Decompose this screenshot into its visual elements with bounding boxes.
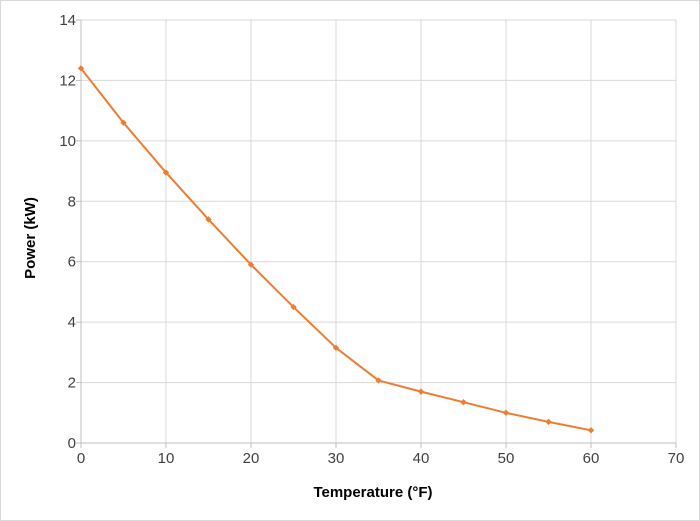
y-tick-label: 6: [68, 254, 76, 271]
x-tick-label: 70: [668, 450, 685, 467]
data-point-marker: [162, 169, 170, 176]
y-tick-label: 12: [59, 72, 76, 89]
data-point-marker: [290, 303, 297, 311]
y-tick-label: 0: [68, 435, 76, 452]
data-point-marker: [587, 427, 595, 434]
x-tick-label: 10: [158, 450, 175, 467]
data-point-marker: [460, 399, 467, 406]
series-layer: [77, 65, 595, 434]
y-axis-title: Power (kW): [22, 197, 39, 279]
y-tick-label: 10: [59, 133, 76, 150]
data-point-marker: [332, 344, 340, 352]
data-point-marker: [247, 261, 255, 268]
axes: [76, 19, 677, 448]
tick-labels: 0 10 20 30 40 50 60 70 0 2 4 6 8 10 12 14: [59, 12, 684, 467]
x-tick-label: 0: [77, 450, 85, 467]
y-tick-label: 4: [68, 314, 76, 331]
x-tick-label: 30: [328, 450, 345, 467]
data-point-marker: [205, 216, 212, 223]
x-tick-label: 20: [243, 450, 260, 467]
gridlines: [81, 19, 677, 443]
y-tick-label: 14: [59, 12, 76, 29]
data-point-marker: [502, 409, 510, 416]
data-point-marker: [417, 388, 425, 395]
data-point-marker: [120, 119, 127, 126]
x-tick-label: 40: [413, 450, 430, 467]
data-point-marker: [77, 65, 85, 72]
x-tick-label: 60: [583, 450, 600, 467]
data-point-marker: [545, 418, 552, 426]
data-point-marker: [375, 377, 382, 384]
x-axis-title: Temperature (°F): [313, 484, 432, 501]
y-tick-label: 8: [68, 193, 76, 210]
x-tick-label: 50: [498, 450, 515, 467]
y-tick-label: 2: [68, 375, 76, 392]
